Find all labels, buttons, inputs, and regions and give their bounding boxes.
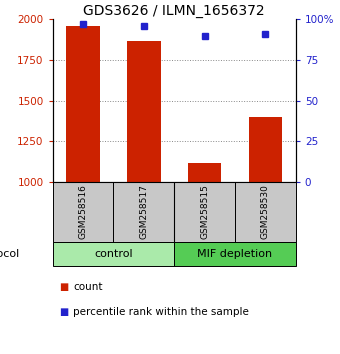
Text: count: count (73, 282, 103, 292)
Bar (174, 182, 235, 242)
Title: GDS3626 / ILMN_1656372: GDS3626 / ILMN_1656372 (83, 5, 265, 18)
Text: GSM258517: GSM258517 (139, 184, 148, 239)
Bar (174, 242, 296, 266)
Text: protocol: protocol (0, 249, 19, 259)
Bar (235, 182, 296, 242)
Bar (114, 182, 174, 242)
Bar (127, 41, 160, 182)
Text: percentile rank within the sample: percentile rank within the sample (73, 307, 249, 316)
Text: MIF depletion: MIF depletion (198, 249, 273, 259)
Bar (53, 182, 114, 242)
Text: GSM258516: GSM258516 (79, 184, 88, 239)
Bar (53, 242, 174, 266)
Text: ■: ■ (59, 282, 69, 292)
Bar (188, 162, 221, 182)
Bar (249, 117, 282, 182)
Text: GSM258515: GSM258515 (200, 184, 209, 239)
Text: GSM258530: GSM258530 (261, 184, 270, 239)
Text: ■: ■ (59, 307, 69, 316)
Bar (66, 26, 100, 182)
Text: control: control (94, 249, 133, 259)
